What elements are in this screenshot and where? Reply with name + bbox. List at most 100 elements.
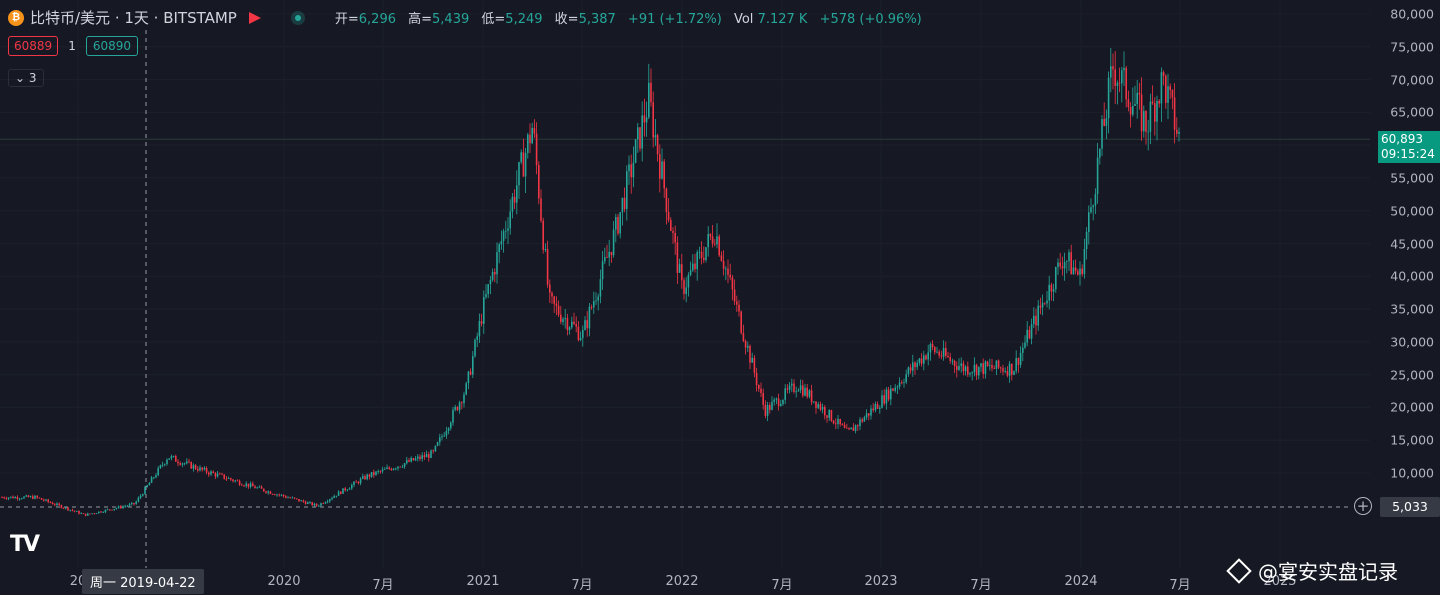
y-tick-label: 10,000 [1390,465,1434,481]
candle-body [417,456,419,459]
candle-body [474,339,476,357]
candle-body [1000,367,1002,369]
candle-body [25,495,27,497]
candle-body [850,427,852,430]
candle-body [32,496,34,499]
candle-body [1114,69,1116,86]
candle-body [1022,347,1024,353]
candle-body [40,498,43,500]
indicators-toggle-button[interactable]: ⌄ 3 [8,69,44,87]
candle-body [1048,284,1050,301]
candle-body [342,488,344,494]
candle-body [1116,82,1119,86]
candle-body [645,117,648,123]
candle-body [1094,194,1097,206]
candle-body [1070,252,1072,275]
candle-body [353,481,355,485]
crosshair-date-label: 周一 2019-04-22 [82,569,204,594]
candle-body [175,455,177,462]
candle-body [806,387,808,397]
candle-body [311,502,313,506]
candle-body [126,505,129,507]
candle-body [780,404,782,406]
candle-body [546,248,549,285]
candle-body [623,197,626,210]
candle-body [302,500,305,502]
candle-body [883,395,885,404]
candle-body [340,491,342,494]
candle-body [289,497,291,499]
y-tick-label: 50,000 [1390,203,1434,219]
candle-body [628,164,630,172]
candle-body [689,270,692,275]
change-value: +91 (+1.72%) [627,12,722,27]
candle-body [373,472,375,475]
candle-body [942,347,945,357]
candle-body [909,367,912,371]
price-axis[interactable]: 80,00075,00070,00065,00060,00055,00050,0… [1368,0,1440,595]
candle-body [817,404,819,408]
candle-body [14,497,16,499]
candle-body [412,458,415,461]
indicator-count: 3 [28,71,37,85]
candle-body [274,494,276,496]
candle-body [683,280,685,294]
market-status-icon [290,10,305,25]
candle-body [516,185,518,203]
symbol-title[interactable]: 比特币/美元 · 1天 · BITSTAMP [30,9,237,27]
x-tick-label: 2025 [1263,574,1297,589]
candle-body [267,491,269,493]
candle-body [971,372,973,374]
candle-body [192,465,195,469]
low-label: 低= [481,12,506,27]
candle-body [89,513,91,515]
watermark-text: @宴安实盘记录 [1258,560,1398,584]
candle-body [1079,268,1081,275]
candle-body [214,473,217,477]
candle-body [828,410,830,418]
candle-body [480,321,483,324]
candle-body [377,471,379,472]
candle-body [436,442,439,446]
tradingview-logo[interactable]: TV [10,532,40,557]
candle-body [210,471,212,475]
candle-body [986,361,989,366]
candle-body [256,487,258,489]
flag-icon[interactable] [248,11,261,24]
candle-body [863,417,866,422]
candle-body [1138,92,1141,95]
crosshair-price-label: 5,033 [1380,497,1440,517]
candle-body [1165,75,1167,103]
sell-button[interactable]: 60889 [8,36,59,56]
candle-body [260,486,263,489]
candle-body [87,513,89,516]
watermark: @宴安实盘记录 [1226,556,1398,585]
candle-body [1046,300,1048,304]
candle-body [769,405,771,410]
candle-body [742,332,745,342]
candle-body [381,469,384,472]
candle-body [652,102,654,138]
candle-body [135,501,137,505]
candle-body [146,485,148,488]
candle-body [859,419,861,427]
candle-body [120,506,122,509]
candle-body [621,197,624,213]
candle-body [117,506,120,509]
y-tick-label: 45,000 [1390,236,1434,251]
candle-body [923,355,925,364]
candle-body [194,465,197,469]
y-tick-label: 40,000 [1390,268,1434,284]
candle-body [1132,105,1134,115]
candle-body [694,263,696,270]
x-tick-label: 7月 [771,578,793,593]
candle-body [1125,67,1127,100]
vol-change-value: +578 (+0.96%) [819,12,922,27]
candle-body [1169,86,1171,91]
candle-body [736,301,738,305]
add-alert-icon[interactable]: + [1354,497,1372,515]
candle-body [291,497,294,499]
buy-button[interactable]: 60890 [85,36,139,56]
candle-body [1033,315,1035,325]
